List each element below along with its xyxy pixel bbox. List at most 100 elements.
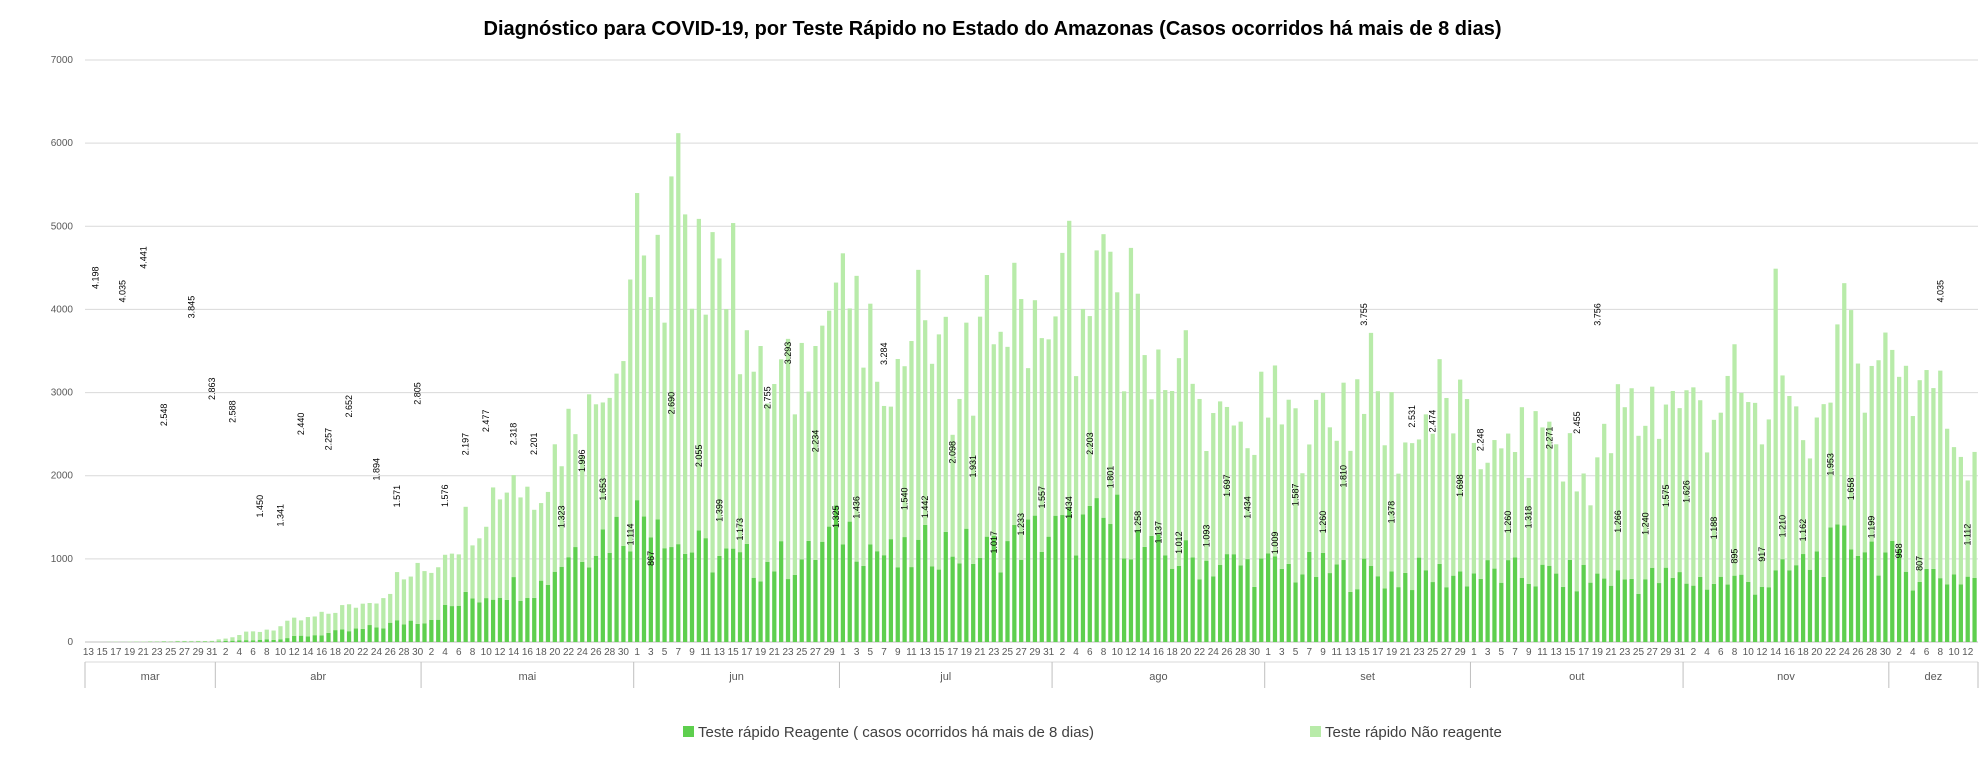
bar-nao-reagente [1883, 332, 1888, 553]
bar-reagente [943, 531, 948, 642]
bar-reagente [1869, 541, 1874, 642]
bar-reagente [1560, 586, 1566, 642]
bar-nao-reagente [1718, 412, 1723, 577]
bar-nao-reagente [394, 572, 400, 621]
x-tick-label: 20 [343, 647, 355, 658]
bar-reagente [1197, 579, 1202, 642]
y-tick-label: 0 [67, 637, 73, 648]
legend-label-nao-reagente: Teste rápido Não reagente [1325, 724, 1502, 741]
x-tick-label: 19 [1386, 647, 1398, 658]
bar-reagente [1224, 554, 1230, 642]
bar-nao-reagente [1142, 355, 1147, 547]
bar-reagente [1032, 515, 1038, 642]
bar-reagente [1087, 505, 1092, 642]
x-tick-label: 31 [1674, 647, 1686, 658]
bar-nao-reagente [1958, 456, 1963, 585]
bar-nao-reagente [305, 617, 311, 637]
bar-reagente [1389, 571, 1394, 642]
bar-nao-reagente [1108, 251, 1113, 525]
bar-reagente [1382, 588, 1387, 642]
bar-nao-reagente [1176, 358, 1182, 566]
bar-reagente [1156, 534, 1161, 642]
bar-reagente [1903, 571, 1909, 642]
bar-nao-reagente [1485, 462, 1490, 561]
x-tick-label: 25 [1002, 647, 1014, 658]
data-label: 2.055 [694, 445, 704, 468]
bar-reagente [1341, 560, 1346, 642]
bar-reagente [429, 619, 434, 642]
bar-reagente [1773, 570, 1778, 642]
bar-reagente [1656, 583, 1662, 642]
bar-nao-reagente [696, 218, 701, 531]
x-tick-label: 4 [1704, 647, 1710, 658]
bar-nao-reagente [1787, 395, 1792, 571]
data-label: 1.341 [275, 504, 285, 527]
bar-reagente [1314, 576, 1319, 642]
bar-nao-reagente [957, 398, 962, 564]
x-tick-label: 26 [590, 647, 602, 658]
x-tick-label: 24 [1839, 647, 1851, 658]
bar-reagente [916, 539, 921, 642]
bar-nao-reagente [737, 374, 743, 553]
month-label: ago [1149, 671, 1167, 683]
bar-nao-reagente [1437, 359, 1442, 564]
bar-nao-reagente [1663, 404, 1669, 568]
bar-nao-reagente [161, 641, 167, 642]
x-tick-label: 15 [97, 647, 109, 658]
x-tick-label: 14 [508, 647, 520, 658]
legend-swatch-reagente [683, 726, 694, 737]
x-tick-label: 24 [371, 647, 383, 658]
bar-reagente [408, 620, 413, 642]
bar-nao-reagente [1190, 383, 1195, 558]
y-tick-label: 3000 [51, 388, 74, 399]
bar-reagente [772, 571, 777, 642]
data-label: 2.588 [227, 400, 237, 423]
bar-nao-reagente [436, 567, 441, 620]
bar-reagente [1094, 498, 1099, 642]
x-tick-label: 16 [316, 647, 328, 658]
bar-nao-reagente [929, 363, 935, 567]
bar-reagente [1265, 553, 1271, 642]
bar-nao-reagente [1375, 391, 1380, 577]
bar-reagente [1231, 554, 1236, 642]
x-tick-label: 6 [250, 647, 256, 658]
x-tick-label: 2 [429, 647, 435, 658]
bar-nao-reagente [833, 282, 839, 506]
bar-nao-reagente [1595, 457, 1600, 574]
bar-nao-reagente [1972, 451, 1977, 578]
bar-reagente [1039, 551, 1044, 642]
data-label: 1.378 [1387, 501, 1397, 524]
bar-reagente [511, 577, 516, 642]
x-tick-label: 7 [675, 647, 681, 658]
bar-nao-reagente [1032, 300, 1038, 516]
bar-reagente [902, 537, 907, 642]
data-label: 2.755 [762, 386, 772, 409]
bar-reagente [326, 632, 331, 642]
y-tick-label: 7000 [51, 55, 74, 66]
bar-reagente [1499, 582, 1504, 642]
month-label: nov [1777, 671, 1795, 683]
bar-nao-reagente [586, 394, 592, 568]
bar-nao-reagente [847, 308, 852, 522]
bar-nao-reagente [1067, 220, 1072, 509]
bar-reagente [463, 591, 468, 642]
x-tick-label: 18 [1167, 647, 1179, 658]
bar-reagente [1670, 577, 1675, 642]
bar-reagente [573, 547, 578, 642]
bar-reagente [683, 553, 688, 642]
x-tick-label: 15 [1564, 647, 1576, 658]
bar-nao-reagente [442, 554, 448, 606]
bar-reagente [1259, 558, 1264, 642]
bar-nao-reagente [1554, 444, 1559, 574]
bar-reagente [1190, 557, 1195, 642]
bar-nao-reagente [525, 486, 530, 599]
bar-nao-reagente [408, 576, 413, 621]
bar-nao-reagente [1567, 433, 1573, 560]
x-tick-label: 11 [701, 647, 712, 658]
bar-reagente [1883, 552, 1888, 642]
bar-reagente [744, 543, 749, 642]
x-tick-label: 7 [1306, 647, 1312, 658]
bar-nao-reagente [566, 408, 571, 558]
bar-nao-reagente [984, 275, 990, 537]
bar-nao-reagente [1855, 363, 1861, 556]
